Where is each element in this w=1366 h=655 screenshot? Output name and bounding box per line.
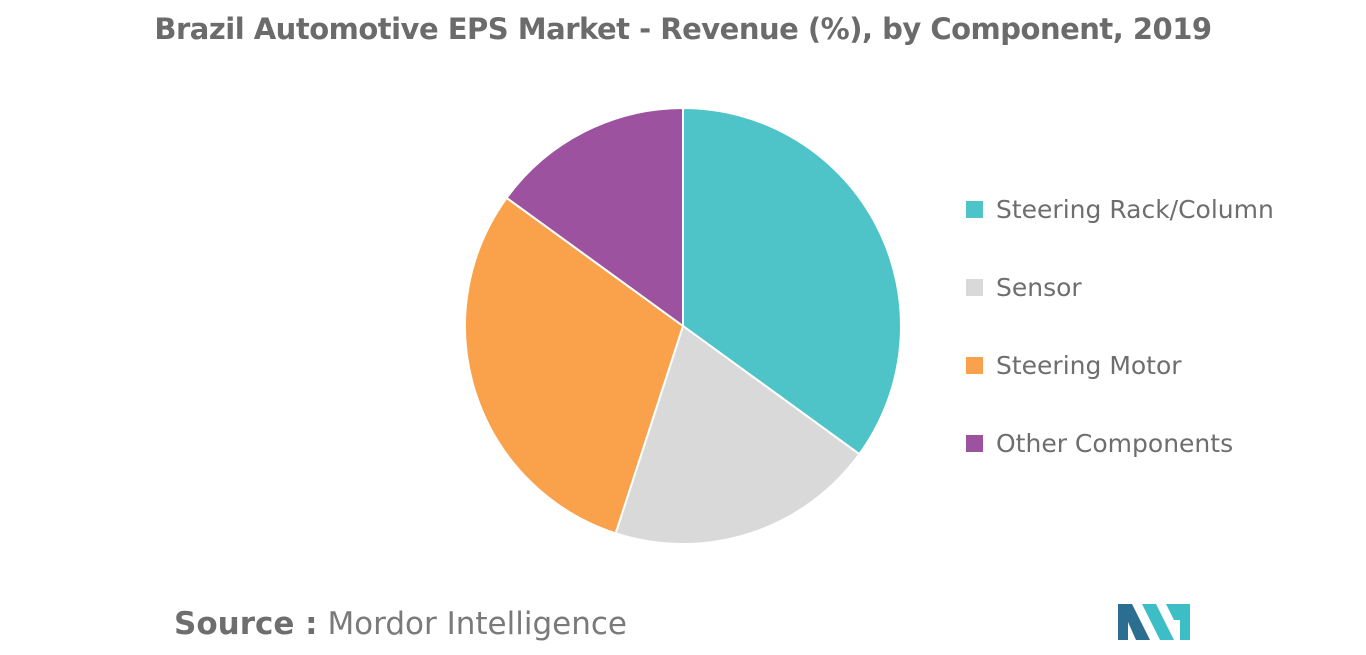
legend-label: Steering Motor [996, 351, 1182, 380]
source-note: Source : Mordor Intelligence [174, 606, 627, 642]
legend-item: Other Components [966, 424, 1346, 463]
logo-shape-middle [1142, 604, 1174, 640]
legend-label: Steering Rack/Column [996, 195, 1274, 224]
legend-swatch [966, 201, 983, 218]
legend-item: Steering Motor [966, 346, 1346, 385]
legend-label: Sensor [996, 273, 1082, 302]
pie-slice-steering-motor [464, 196, 685, 535]
legend-label: Other Components [996, 429, 1234, 458]
logo-shape-right [1166, 604, 1190, 640]
pie-slice-other-components [505, 106, 684, 328]
legend-item: Sensor [966, 268, 1346, 307]
source-prefix: Source : [174, 606, 318, 642]
legend-swatch [966, 435, 983, 452]
legend-item: Steering Rack/Column [966, 190, 1346, 229]
pie-slice-sensor [614, 324, 861, 545]
legend-swatch [966, 279, 983, 296]
pie-slice-steering-rack-column [682, 106, 902, 456]
source-text: Mordor Intelligence [327, 606, 627, 642]
logo-shape-left [1118, 604, 1150, 640]
pie-chart [464, 106, 902, 545]
mordor-intelligence-logo [1118, 604, 1190, 640]
legend-swatch [966, 357, 983, 374]
chart-title: Brazil Automotive EPS Market - Revenue (… [154, 12, 1212, 46]
chart-legend: Steering Rack/Column Sensor Steering Motor… [966, 190, 1346, 502]
